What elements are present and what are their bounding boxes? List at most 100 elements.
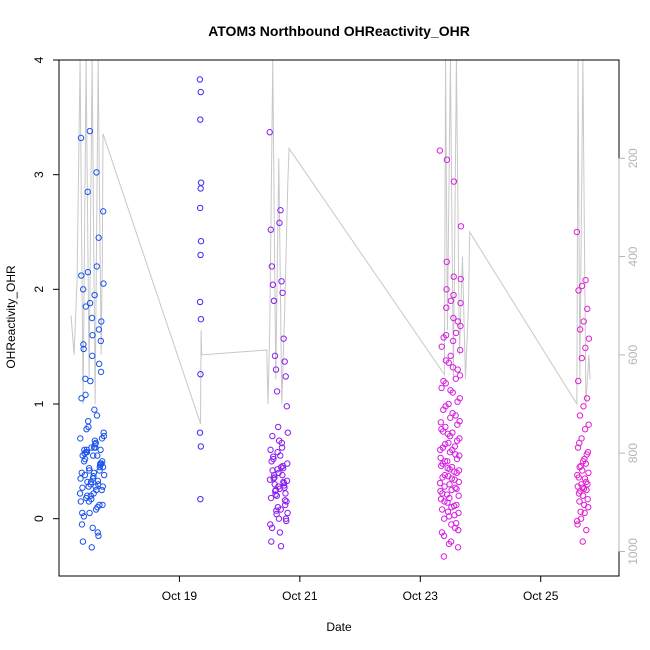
data-point — [454, 421, 461, 428]
data-point — [90, 490, 97, 497]
data-point — [268, 524, 276, 532]
data-point — [277, 207, 284, 214]
data-point — [77, 475, 84, 482]
data-point — [440, 553, 448, 560]
data-point — [93, 263, 100, 270]
data-point — [80, 513, 88, 520]
data-point — [267, 226, 274, 233]
data-point — [84, 478, 91, 486]
data-point — [92, 483, 99, 490]
data-point — [280, 335, 287, 342]
data-point — [575, 474, 582, 481]
data-point — [98, 486, 105, 494]
data-point — [451, 443, 459, 450]
data-point — [574, 444, 582, 451]
data-point — [91, 440, 99, 448]
y-tick-label: 4 — [32, 56, 46, 63]
x-tick-label: Oct 25 — [523, 589, 559, 603]
data-point — [450, 273, 457, 280]
data-point — [579, 467, 586, 474]
data-point — [581, 426, 589, 433]
data-point — [268, 263, 276, 270]
data-point — [449, 337, 457, 345]
data-point — [99, 458, 106, 465]
data-point — [79, 538, 87, 545]
data-point — [452, 329, 460, 337]
data-point — [197, 251, 204, 259]
data-point — [576, 326, 584, 333]
data-point — [88, 314, 96, 322]
data-point — [278, 439, 285, 447]
data-point — [275, 483, 282, 490]
data-point — [438, 384, 445, 392]
data-point — [197, 179, 205, 186]
data-point — [443, 491, 451, 498]
data-point — [273, 507, 280, 514]
data-point — [100, 429, 107, 436]
data-point — [576, 412, 584, 419]
y2-tick-label: 1000 — [626, 538, 640, 565]
data-point — [454, 366, 461, 373]
data-point — [437, 487, 444, 495]
data-point — [100, 471, 108, 479]
data-point — [440, 334, 447, 341]
data-point — [273, 510, 280, 518]
data-point — [78, 521, 86, 528]
data-point — [451, 476, 458, 483]
data-point — [576, 439, 583, 447]
y2-tick-label: 600 — [626, 345, 640, 365]
data-point — [575, 377, 582, 385]
data-point — [578, 282, 586, 290]
data-point — [197, 88, 204, 96]
data-point — [197, 495, 204, 503]
data-point — [270, 455, 277, 463]
data-point — [274, 448, 281, 456]
data-point — [440, 377, 447, 385]
plot-frame — [58, 59, 620, 577]
y-tick-label: 1 — [32, 400, 46, 407]
data-point — [272, 366, 280, 373]
data-point — [583, 395, 591, 402]
x-tick-label: Oct 19 — [162, 589, 198, 603]
data-point — [197, 185, 204, 192]
data-point — [447, 414, 454, 421]
data-point — [92, 506, 100, 513]
data-point — [279, 465, 287, 472]
data-point — [276, 529, 284, 536]
data-point — [582, 460, 590, 467]
data-point — [79, 484, 86, 491]
data-point — [84, 492, 91, 499]
data-point — [438, 343, 445, 350]
data-point — [578, 354, 586, 362]
data-point — [96, 501, 103, 509]
data-point — [581, 475, 589, 482]
data-point — [97, 337, 105, 345]
data-point — [283, 403, 290, 410]
data-point — [584, 495, 591, 503]
data-point — [269, 281, 277, 288]
data-point — [439, 474, 446, 481]
data-point — [445, 359, 452, 366]
data-point — [454, 398, 461, 405]
data-point — [267, 521, 274, 528]
data-point — [89, 332, 96, 339]
data-point — [77, 435, 84, 442]
data-point — [272, 487, 279, 495]
data-point — [455, 492, 462, 499]
data-point — [447, 352, 454, 360]
data-point — [454, 318, 462, 325]
data-point — [456, 346, 464, 354]
data-point — [438, 426, 445, 433]
data-point — [86, 127, 94, 135]
data-point — [96, 463, 104, 471]
data-point — [197, 116, 204, 123]
data-point — [281, 358, 288, 365]
data-point — [279, 289, 286, 296]
data-point — [444, 465, 451, 472]
data-point — [267, 494, 275, 502]
data-point — [437, 462, 445, 470]
data-point — [83, 446, 90, 454]
data-point — [100, 208, 107, 215]
data-point — [84, 268, 92, 276]
data-point — [452, 451, 459, 458]
